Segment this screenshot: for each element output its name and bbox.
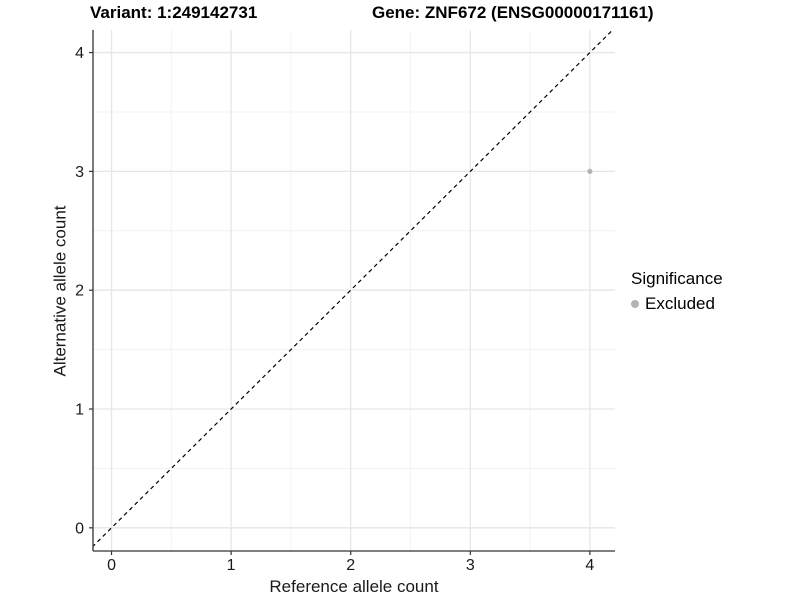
legend-point-icon [631,300,639,308]
x-axis-title: Reference allele count [269,577,439,596]
y-tick-label: 3 [75,164,84,181]
x-tick-label: 1 [227,557,236,574]
x-tick-label: 4 [585,557,594,574]
plot-title-gene: Gene: ZNF672 (ENSG00000171161) [372,3,654,22]
y-tick-label: 4 [75,45,84,62]
y-tick-label: 0 [75,520,84,537]
identity-dashed-line [93,30,614,548]
y-tick-label: 1 [75,402,84,419]
x-tick-label: 3 [466,557,475,574]
y-axis-title-column: Alternative allele count [50,30,72,551]
y-tick-label: 2 [75,283,84,300]
data-point [587,168,593,174]
legend-title: Significance [631,269,723,288]
legend-entry-label: Excluded [645,294,715,313]
legend: Significance Excluded [631,269,723,314]
legend-entry-excluded: Excluded [631,294,723,314]
y-axis-title: Alternative allele count [51,204,71,377]
x-tick-label: 2 [346,557,355,574]
x-tick-label: 0 [107,557,116,574]
plot-title-variant: Variant: 1:249142731 [90,3,258,22]
